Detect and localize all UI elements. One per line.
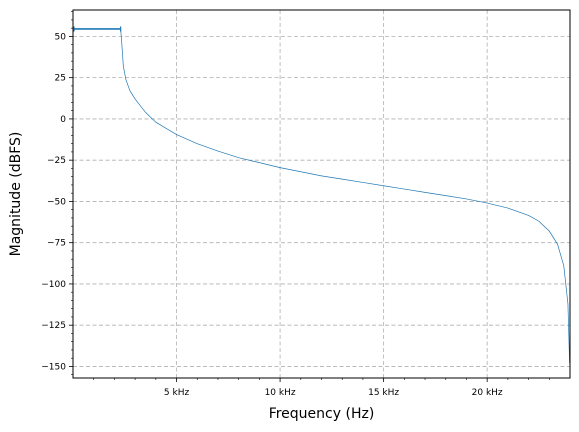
y-tick-label: −100 [41,280,66,290]
series-layer [73,26,570,364]
y-tick-label: −125 [41,321,66,331]
y-tick-label: −50 [47,197,66,207]
x-tick-label: 10 kHz [265,388,296,398]
y-axis-title: Magnitude (dBFS) [8,132,24,257]
y-tick-label: 25 [55,74,66,84]
x-tick-label: 20 kHz [472,388,503,398]
y-tick-label: −25 [47,156,66,166]
y-tick-label: −150 [41,362,66,372]
x-tick-label: 15 kHz [368,388,399,398]
y-tick-label: −75 [47,239,66,249]
grid [73,10,570,378]
plot-frame [72,9,571,379]
x-axis-title: Frequency (Hz) [269,406,375,422]
minor-ticks [71,11,550,380]
x-axis: 5 kHz 10 kHz 15 kHz 20 kHz [164,378,503,398]
magnitude-line [73,28,570,364]
y-tick-label: 0 [60,115,66,125]
y-axis: 50 25 0 −25 −50 −75 −100 −125 −150 [41,32,73,372]
x-tick-label: 5 kHz [164,388,190,398]
y-tick-label: 50 [55,32,67,42]
